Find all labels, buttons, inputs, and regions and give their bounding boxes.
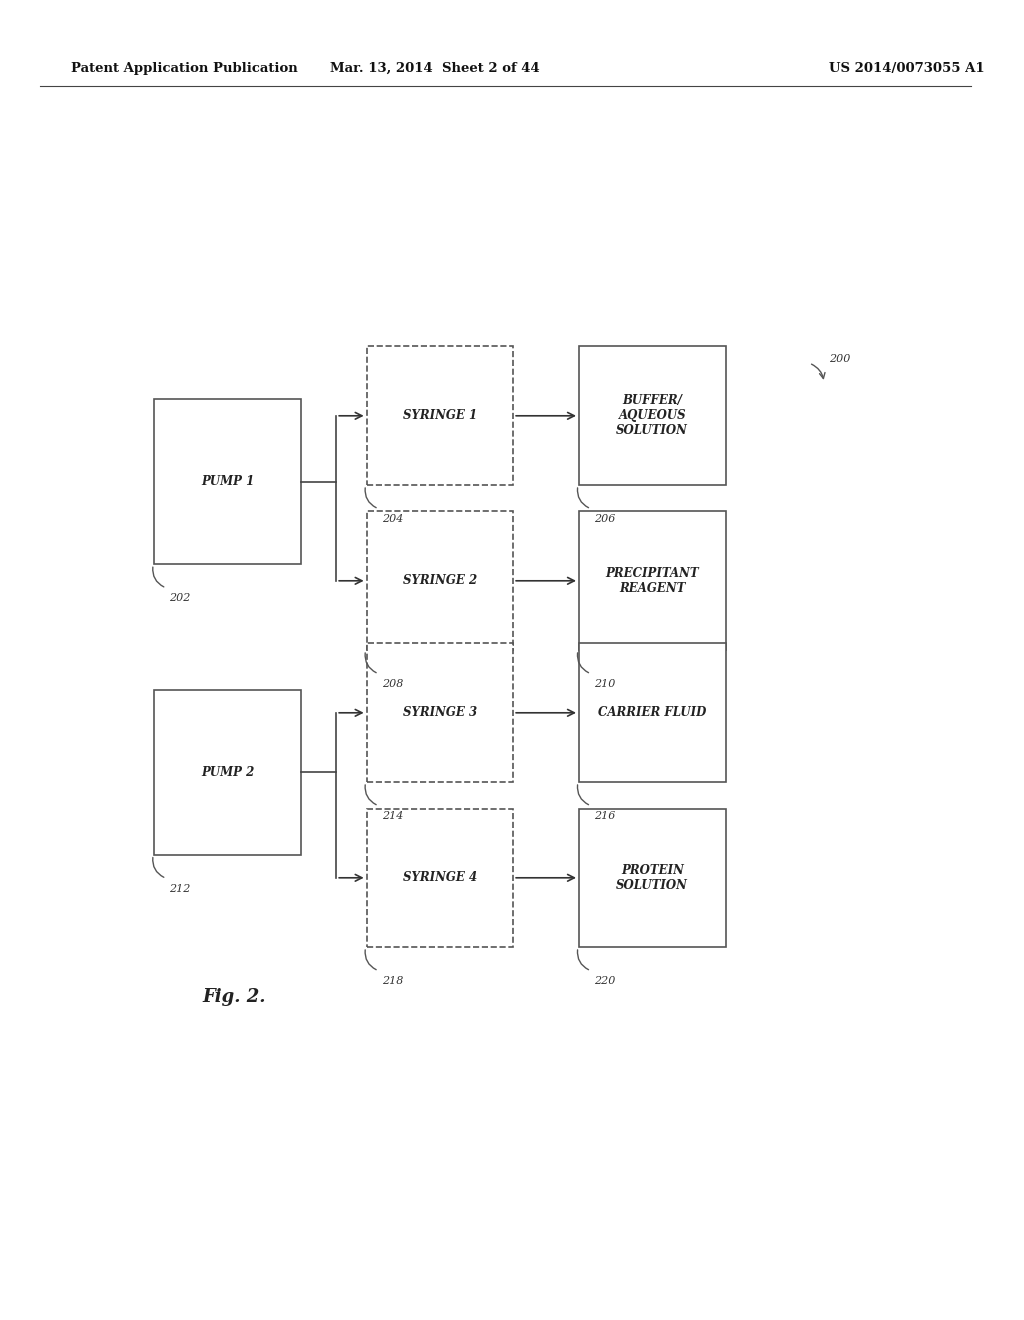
Text: 208: 208 [382,678,403,689]
Text: 218: 218 [382,977,403,986]
Text: Fig. 2.: Fig. 2. [203,987,266,1006]
Text: PRECIPITANT
REAGENT: PRECIPITANT REAGENT [605,566,699,595]
FancyBboxPatch shape [579,808,726,948]
FancyBboxPatch shape [367,808,513,948]
Text: SYRINGE 4: SYRINGE 4 [402,871,477,884]
Text: 214: 214 [382,810,403,821]
Text: SYRINGE 2: SYRINGE 2 [402,574,477,587]
Text: Mar. 13, 2014  Sheet 2 of 44: Mar. 13, 2014 Sheet 2 of 44 [330,62,540,75]
Text: CARRIER FLUID: CARRIER FLUID [598,706,707,719]
Text: 210: 210 [594,678,615,689]
Text: Patent Application Publication: Patent Application Publication [71,62,298,75]
Text: PROTEIN
SOLUTION: PROTEIN SOLUTION [616,863,688,892]
FancyBboxPatch shape [155,399,301,565]
Text: 200: 200 [829,354,851,364]
FancyBboxPatch shape [155,689,301,855]
Text: SYRINGE 1: SYRINGE 1 [402,409,477,422]
Text: SYRINGE 3: SYRINGE 3 [402,706,477,719]
Text: 216: 216 [594,810,615,821]
FancyBboxPatch shape [579,346,726,484]
FancyBboxPatch shape [579,643,726,781]
Text: 212: 212 [169,884,190,894]
Text: 204: 204 [382,513,403,524]
Text: US 2014/0073055 A1: US 2014/0073055 A1 [829,62,985,75]
Text: BUFFER/
AQUEOUS
SOLUTION: BUFFER/ AQUEOUS SOLUTION [616,395,688,437]
Text: 202: 202 [169,594,190,603]
Text: 206: 206 [594,513,615,524]
Text: PUMP 1: PUMP 1 [201,475,254,488]
FancyBboxPatch shape [367,346,513,484]
FancyBboxPatch shape [367,643,513,781]
FancyBboxPatch shape [579,511,726,649]
FancyBboxPatch shape [367,511,513,649]
Text: PUMP 2: PUMP 2 [201,766,254,779]
Text: 220: 220 [594,977,615,986]
